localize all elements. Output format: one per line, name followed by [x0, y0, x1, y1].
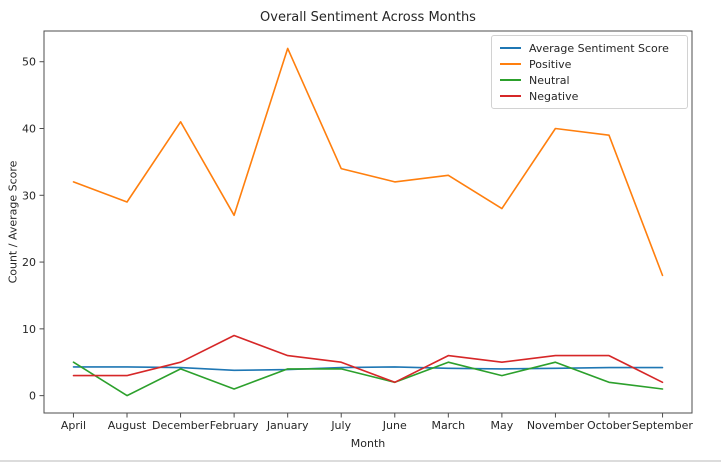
- legend-item: Negative: [492, 88, 687, 104]
- y-tick-label: 10: [22, 323, 36, 336]
- legend-item: Neutral: [492, 72, 687, 88]
- x-tick-label: September: [632, 419, 693, 432]
- y-tick-label: 40: [22, 123, 36, 136]
- legend-label: Average Sentiment Score: [529, 41, 669, 55]
- plot-frame: [43, 30, 693, 414]
- y-tick-label: 30: [22, 189, 36, 202]
- x-tick-label: November: [527, 419, 585, 432]
- legend-item: Average Sentiment Score: [492, 40, 687, 56]
- y-tick-label: 0: [29, 390, 36, 403]
- legend: Average Sentiment Score Positive Neutral Ne…: [491, 35, 688, 109]
- x-tick-label: June: [382, 419, 407, 432]
- legend-line-swatch: [500, 95, 521, 97]
- series-line-negative: [72, 334, 664, 384]
- x-tick-label: May: [491, 419, 514, 432]
- x-tick-label: July: [330, 419, 351, 432]
- bottom-divider: [0, 460, 721, 462]
- x-tick-label: April: [61, 419, 86, 432]
- x-tick-label: December: [152, 419, 210, 432]
- series-line-positive: [72, 47, 664, 277]
- legend-item: Positive: [492, 56, 687, 72]
- y-tick-label: 50: [22, 56, 36, 69]
- x-tick-label: January: [266, 419, 309, 432]
- series-line-average-sentiment-score: [72, 366, 664, 372]
- chart-title: Overall Sentiment Across Months: [260, 10, 476, 25]
- x-tick-label: October: [587, 419, 631, 432]
- legend-line-swatch: [500, 47, 521, 49]
- legend-label: Neutral: [529, 73, 570, 87]
- legend-label: Negative: [529, 89, 579, 103]
- series-line-neutral: [72, 361, 664, 397]
- legend-label: Positive: [529, 57, 572, 71]
- x-tick-label: February: [210, 419, 259, 432]
- x-tick-label: August: [108, 419, 147, 432]
- x-tick-label: March: [432, 419, 466, 432]
- x-axis-label: Month: [350, 437, 386, 450]
- legend-line-swatch: [500, 79, 521, 81]
- legend-line-swatch: [500, 63, 521, 65]
- y-tick-label: 20: [22, 256, 36, 269]
